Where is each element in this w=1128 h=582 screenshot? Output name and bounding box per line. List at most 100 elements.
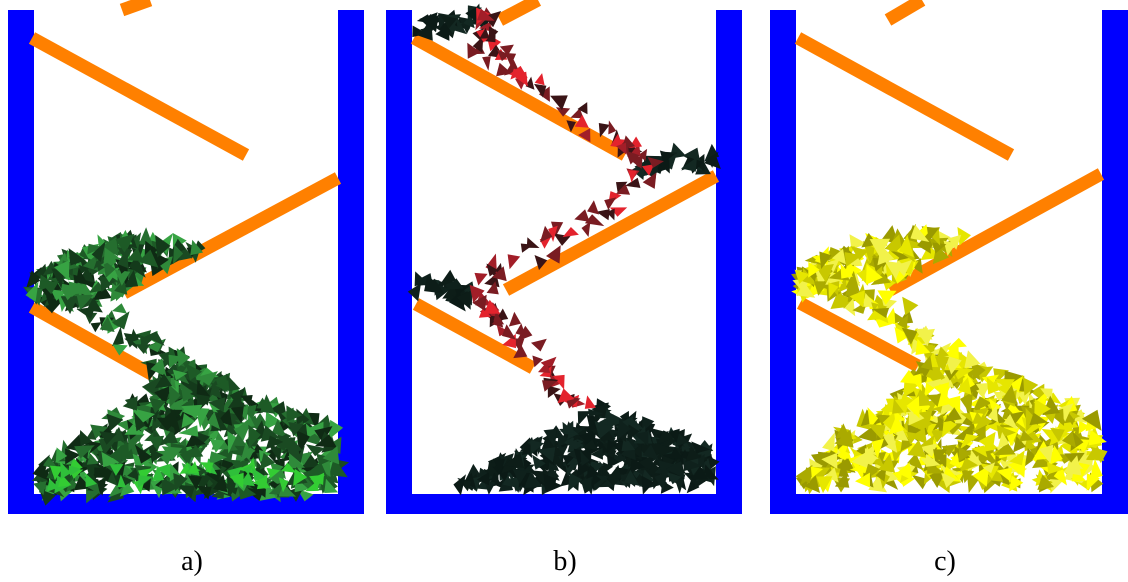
grain	[551, 221, 564, 237]
grain	[407, 283, 421, 302]
container-right-wall	[716, 10, 742, 514]
grain	[456, 291, 471, 310]
grain	[834, 458, 856, 473]
grain	[259, 452, 276, 470]
caption-a: a)	[181, 546, 203, 577]
grain	[888, 415, 904, 435]
grain	[526, 237, 540, 248]
grain	[532, 355, 543, 368]
grain	[86, 297, 103, 313]
grain	[909, 425, 927, 445]
grain	[112, 344, 128, 356]
grain	[894, 312, 906, 324]
grain	[179, 447, 195, 466]
grain	[906, 431, 919, 445]
grain	[656, 430, 677, 445]
grain	[997, 432, 1010, 450]
grain	[138, 249, 159, 268]
grain	[917, 231, 931, 254]
grain	[612, 440, 626, 458]
grain	[1024, 448, 1037, 467]
grain	[467, 42, 481, 59]
grain	[959, 457, 979, 472]
grain	[124, 424, 145, 435]
grain	[215, 380, 230, 392]
grain	[1001, 384, 1018, 405]
grain	[831, 248, 846, 265]
grain	[453, 474, 466, 496]
grain	[580, 450, 590, 466]
grain	[126, 247, 144, 261]
grain	[871, 438, 884, 459]
grain	[884, 234, 903, 254]
grain	[278, 477, 289, 493]
grain	[438, 269, 457, 287]
grain	[925, 453, 941, 467]
grain	[60, 461, 71, 480]
grain	[641, 475, 654, 495]
grain	[972, 465, 990, 487]
grain	[161, 409, 181, 432]
grain	[446, 278, 464, 290]
grain	[978, 431, 996, 451]
grain	[548, 225, 558, 242]
grain	[897, 462, 913, 481]
grain	[425, 14, 439, 33]
grain	[112, 326, 124, 347]
grain	[869, 238, 891, 257]
grain	[115, 233, 135, 254]
grain	[581, 221, 591, 237]
grain	[685, 446, 701, 462]
grain	[865, 264, 883, 285]
grain	[103, 247, 119, 265]
grain	[271, 418, 287, 438]
grain	[33, 481, 47, 496]
grain	[208, 397, 226, 413]
grain	[839, 294, 853, 309]
grain	[112, 311, 130, 330]
grain	[703, 464, 719, 480]
grain	[322, 445, 340, 465]
grain	[208, 451, 228, 466]
grain	[497, 49, 510, 62]
grain	[616, 419, 631, 441]
grain	[187, 461, 200, 474]
grain	[868, 476, 887, 493]
grain	[795, 282, 816, 298]
grain	[123, 269, 139, 288]
grain	[849, 290, 865, 308]
grain	[286, 405, 303, 422]
grain	[933, 449, 948, 464]
grain	[642, 164, 655, 176]
grain	[504, 52, 517, 66]
grain	[665, 461, 685, 479]
grain	[151, 465, 165, 482]
baffle	[410, 32, 629, 161]
grain	[176, 348, 191, 367]
grain	[68, 465, 81, 476]
grain	[628, 170, 637, 183]
grain	[907, 453, 924, 471]
grain	[246, 486, 265, 501]
grain	[555, 107, 571, 117]
grain	[634, 431, 649, 446]
grain	[1034, 398, 1051, 419]
grain	[895, 427, 909, 441]
grain	[642, 172, 657, 189]
grain	[594, 421, 614, 439]
baffle	[496, 0, 542, 26]
grain	[867, 450, 885, 469]
grain	[1089, 446, 1108, 464]
grain	[907, 439, 927, 458]
grain	[499, 44, 514, 56]
grain	[1081, 409, 1102, 431]
panel-b	[386, 0, 742, 514]
grain	[260, 394, 276, 414]
grain	[540, 356, 557, 371]
grain	[514, 71, 528, 87]
grain	[606, 410, 621, 431]
grain	[629, 417, 644, 431]
grain	[982, 462, 996, 474]
container-floor	[8, 494, 364, 514]
grain	[534, 73, 545, 86]
